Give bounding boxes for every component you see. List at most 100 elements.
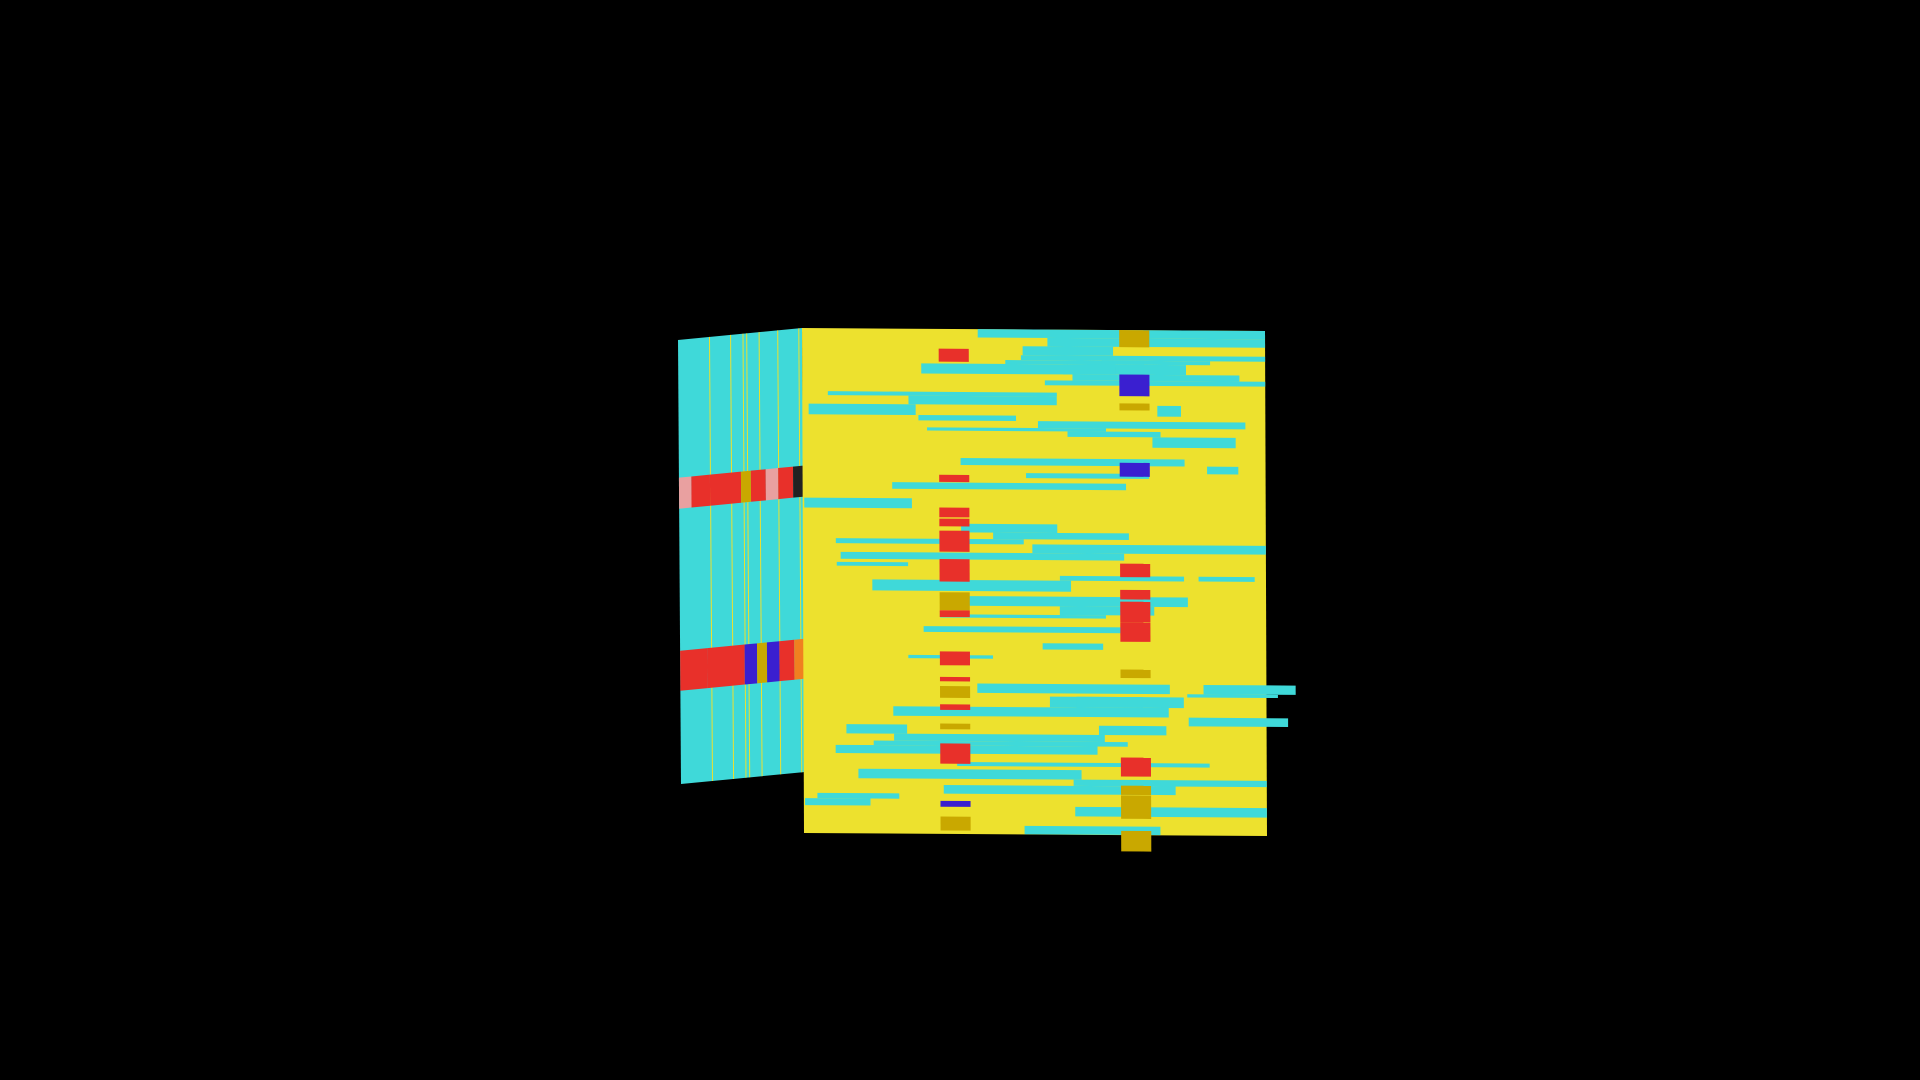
stripe (892, 482, 1127, 491)
stripe (894, 733, 1105, 743)
band-block (691, 474, 711, 508)
stripe (1207, 466, 1239, 475)
stripe (960, 458, 1185, 467)
column-block (1120, 757, 1152, 777)
band-block (678, 476, 692, 509)
column-block (1119, 403, 1150, 411)
column-block (940, 800, 971, 807)
stripe (827, 391, 1057, 397)
stripe (1101, 360, 1211, 366)
band-block (709, 471, 742, 506)
stripe (1073, 779, 1267, 788)
band-block (744, 643, 758, 685)
cube-left-face (678, 327, 806, 785)
stripe (1067, 431, 1161, 438)
band-block (793, 465, 804, 498)
stripe (1022, 346, 1114, 356)
stripe (977, 683, 1170, 695)
stripe (840, 551, 1125, 561)
band-block (778, 466, 794, 500)
column-block (939, 530, 970, 552)
stripe (961, 523, 1058, 533)
column-block (939, 651, 971, 666)
stripe (1203, 684, 1296, 695)
column-block (1119, 462, 1150, 477)
band-block (750, 469, 766, 502)
stripe (1042, 643, 1104, 650)
stripe (893, 706, 1169, 718)
stripe (921, 363, 1187, 376)
band-block (680, 648, 708, 691)
column-block (939, 610, 970, 618)
band-block (794, 638, 805, 680)
stripe (835, 538, 1024, 545)
cube-front-face (802, 328, 1296, 852)
column-block (1120, 622, 1151, 642)
stripe (1187, 694, 1278, 699)
stripe (1098, 725, 1167, 736)
column-block (940, 704, 971, 711)
column-block (940, 723, 971, 730)
band-block (779, 639, 795, 682)
band-block (756, 642, 768, 684)
column-block (1120, 669, 1151, 679)
stripe (872, 579, 1072, 592)
band-block (766, 641, 780, 683)
column-block (1120, 795, 1152, 819)
stripe (846, 724, 908, 734)
column-block (1120, 563, 1151, 578)
column-block (939, 559, 970, 582)
column-block (1119, 330, 1150, 348)
stripe (1152, 437, 1236, 449)
stripe (1037, 421, 1246, 430)
stripe (858, 768, 1082, 780)
stripe (836, 561, 909, 567)
column-block (939, 592, 970, 611)
stripe (943, 785, 1176, 796)
stripe (873, 740, 1128, 747)
stripe (1062, 364, 1116, 375)
stripe (1157, 405, 1182, 417)
column-block (939, 676, 971, 682)
column-block (938, 348, 969, 362)
stripe (1059, 575, 1185, 582)
column-block (1120, 589, 1151, 600)
stripe (923, 626, 1125, 634)
stripe (918, 415, 1017, 421)
stripe (1032, 544, 1266, 555)
face-base (678, 327, 806, 785)
column-block (939, 518, 970, 527)
column-block (1121, 830, 1152, 852)
column-block (939, 686, 971, 698)
stripe (908, 395, 1057, 406)
stripe (805, 798, 871, 806)
stripe (1072, 374, 1240, 382)
column-block (940, 743, 971, 764)
column-block (1119, 374, 1150, 397)
column-block (939, 474, 970, 483)
stripe (804, 497, 912, 509)
stripe (1076, 696, 1184, 709)
stripe (948, 595, 1188, 608)
stripe (1075, 806, 1267, 818)
band-block (740, 470, 752, 503)
stripe (1044, 380, 1266, 387)
stripe (1020, 355, 1266, 362)
stripe (993, 532, 1129, 541)
stripe (817, 792, 900, 799)
stripe (1026, 473, 1150, 479)
stripe (1198, 576, 1255, 582)
stripe (1188, 717, 1289, 727)
stripe (808, 403, 916, 416)
column-block (1120, 601, 1151, 623)
column-block (939, 507, 970, 518)
band-block (707, 644, 745, 689)
stripe (940, 614, 1106, 619)
column-block (940, 816, 971, 831)
band-block (765, 468, 779, 501)
stripe (927, 427, 1107, 432)
column-block (1120, 785, 1152, 796)
stripe (1047, 337, 1266, 348)
